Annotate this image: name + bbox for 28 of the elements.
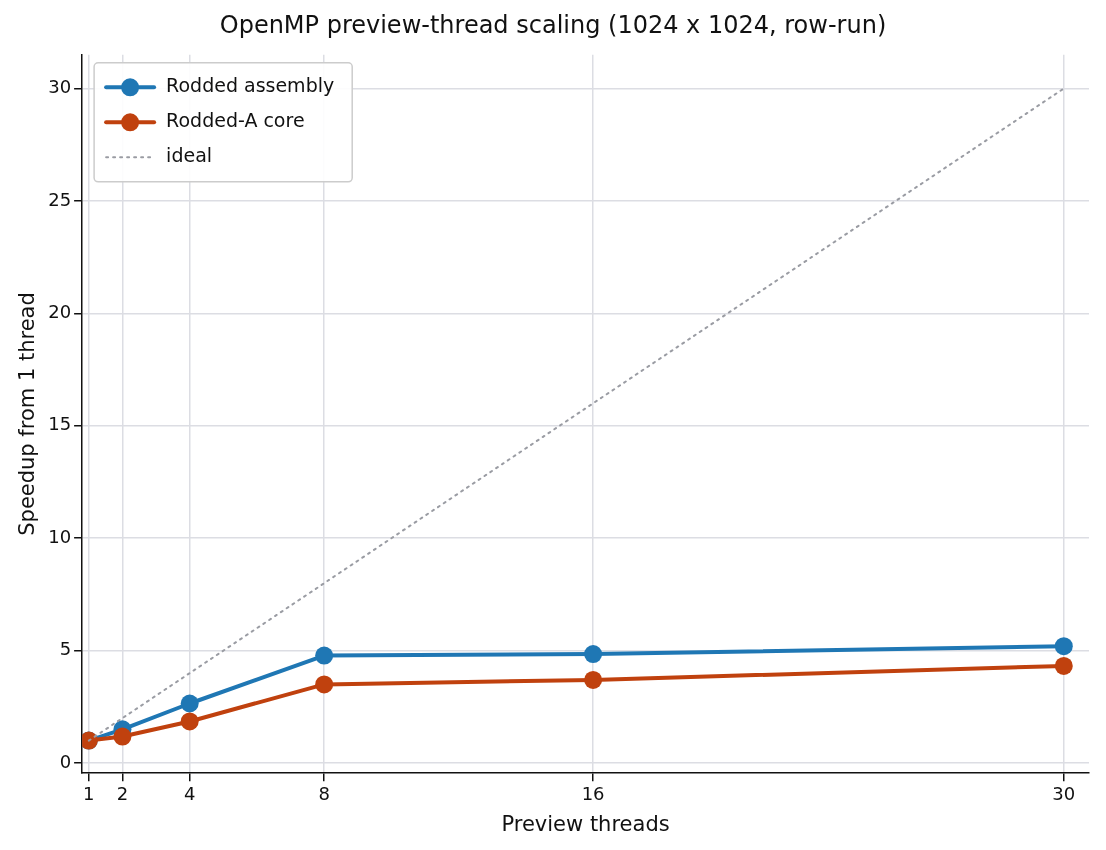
y-tick-label: 25 [48,188,72,210]
point [315,646,334,665]
point [315,675,334,694]
point [584,670,603,689]
x-tick-label: 30 [1052,782,1076,804]
y-tick-label: 5 [59,638,72,660]
legend-label: Rodded assembly [166,74,335,97]
legend-label: Rodded-A core [166,109,305,132]
point [180,694,199,713]
x-tick-label: 2 [116,782,129,804]
x-tick-label: 8 [318,782,330,804]
x-tick-label: 1 [83,782,95,804]
point [180,712,199,731]
x-tick-label: 4 [183,782,196,804]
x-tick-label: 16 [581,782,605,804]
point [1054,656,1073,675]
y-tick-label: 30 [48,76,72,98]
legend-label: ideal [166,144,213,167]
point [584,645,603,664]
chart-title: OpenMP preview-thread scaling (1024 x 1024, row-run) [219,10,887,39]
y-axis-title: Speedup from 1 thread [15,292,40,536]
point [113,727,132,746]
y-tick-label: 10 [48,525,72,547]
y-tick-label: 20 [48,301,72,323]
x-axis-title: Preview threads [501,811,670,836]
point [1054,637,1073,656]
y-tick-label: 0 [59,750,72,772]
y-tick-label: 15 [48,413,72,435]
